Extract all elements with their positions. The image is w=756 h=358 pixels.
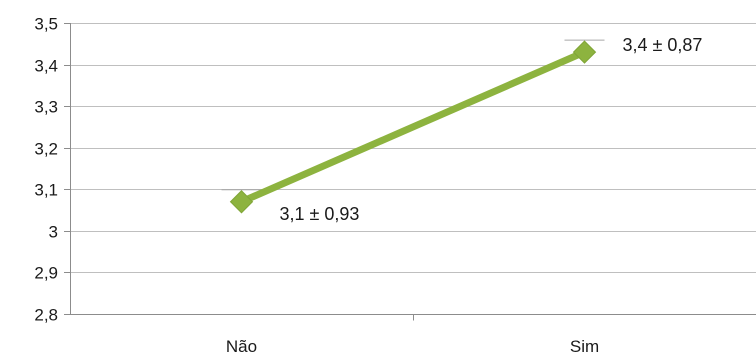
y-tick-label: 3,1 <box>34 181 58 200</box>
y-tick-label: 3,2 <box>34 140 58 159</box>
data-label: 3,1 ± 0,93 <box>280 204 360 224</box>
y-tick-labels: 3,5 3,4 3,3 3,2 3,1 3 2,9 2,8 <box>34 15 58 325</box>
series <box>221 39 605 214</box>
x-tick-label: Não <box>226 337 257 356</box>
data-label: 3,4 ± 0,87 <box>623 35 703 55</box>
x-tick-labels: Não Sim <box>226 337 599 356</box>
gridlines <box>70 23 756 273</box>
data-point-marker <box>229 190 254 214</box>
x-tick-label: Sim <box>570 337 599 356</box>
series-line <box>238 48 588 206</box>
y-tick-label: 2,9 <box>34 264 58 283</box>
data-point-marker <box>572 40 597 64</box>
y-tick-label: 3,3 <box>34 98 58 117</box>
data-labels: 3,1 ± 0,93 3,4 ± 0,87 <box>280 35 703 224</box>
y-tick-label: 3,4 <box>34 57 58 76</box>
y-tick-label: 3 <box>49 223 58 242</box>
y-tick-label: 2,8 <box>34 306 58 325</box>
axes <box>64 23 756 321</box>
y-tick-label: 3,5 <box>34 15 58 34</box>
